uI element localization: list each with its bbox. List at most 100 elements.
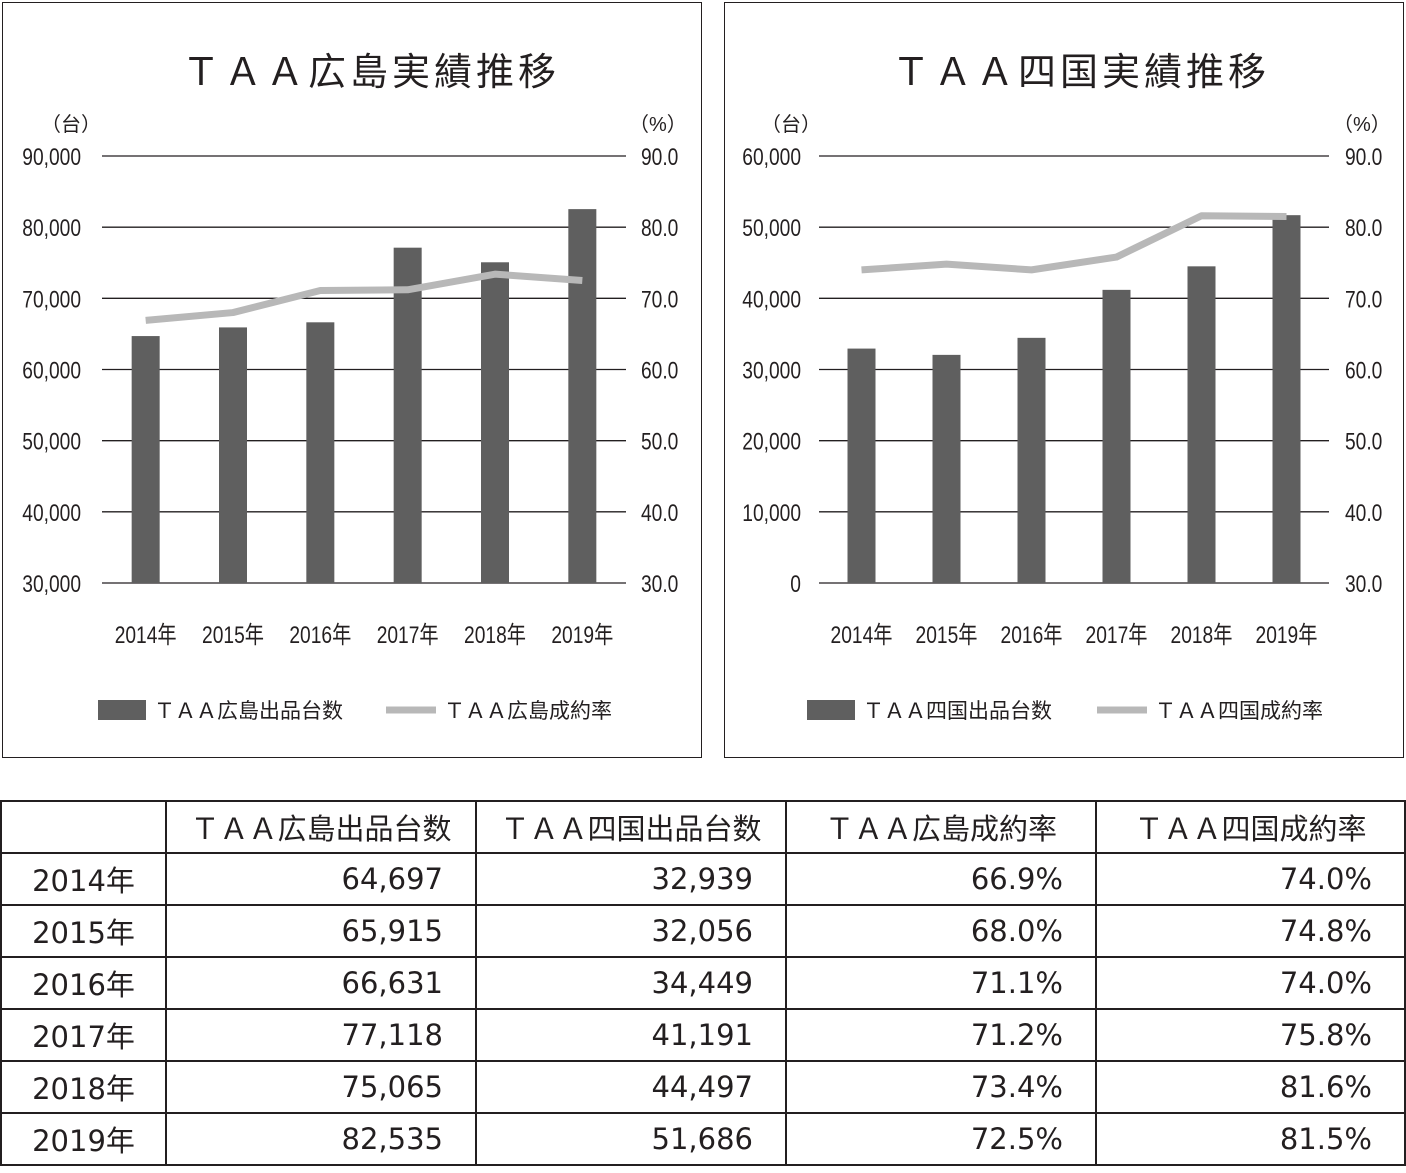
value-cell: 65,915 — [165, 904, 477, 958]
year-cell: 2019年 — [0, 1112, 167, 1166]
bar — [1102, 289, 1131, 583]
bar — [131, 336, 160, 583]
x-tick-label: 2015年 — [202, 621, 264, 649]
left-tick-label: 60,000 — [22, 356, 81, 384]
right-tick-label: 70.0 — [641, 285, 678, 313]
x-tick-label: 2014年 — [115, 621, 177, 649]
value-cell: 51,686 — [475, 1112, 787, 1166]
left-tick-label: 50,000 — [742, 214, 801, 242]
value-cell: 81.6% — [1095, 1060, 1406, 1114]
x-tick-label: 2016年 — [1001, 621, 1063, 649]
left-tick-label: 90,000 — [22, 143, 81, 171]
left-tick-label: 0 — [790, 570, 801, 598]
value-cell: 74.8% — [1095, 904, 1406, 958]
year-cell: 2018年 — [0, 1060, 167, 1114]
value-cell: 32,939 — [475, 852, 787, 906]
left-tick-label: 60,000 — [742, 143, 801, 171]
value-cell: 73.4% — [785, 1060, 1097, 1114]
left-tick-label: 50,000 — [22, 428, 81, 456]
bar — [219, 327, 247, 583]
left-tick-label: 70,000 — [22, 285, 81, 313]
table-header-row: ＴＡＡ広島出品台数 ＴＡＡ四国出品台数 ＴＡＡ広島成約率 ＴＡＡ四国成約率 — [0, 800, 1406, 854]
data-table: ＴＡＡ広島出品台数 ＴＡＡ四国出品台数 ＴＡＡ広島成約率 ＴＡＡ四国成約率 20… — [0, 800, 1406, 1166]
value-cell: 68.0% — [785, 904, 1097, 958]
bar — [1272, 215, 1301, 583]
x-tick-label: 2016年 — [289, 621, 351, 649]
right-tick-label: 30.0 — [641, 570, 678, 598]
bar — [1187, 266, 1216, 583]
x-tick-label: 2015年 — [916, 621, 978, 649]
x-tick-label: 2014年 — [831, 621, 893, 649]
left-tick-label: 40,000 — [742, 285, 801, 313]
value-cell: 82,535 — [165, 1112, 477, 1166]
chart-svg: ＴＡＡ四国実績推移 （台） （%） 0 30.0 10,000 40.0 20,000 50.0… — [742, 52, 1390, 723]
table-row: 2019年 82,535 51,686 72.5% 81.5% — [0, 1112, 1406, 1166]
value-cell: 77,118 — [165, 1008, 477, 1062]
legend-bar-swatch — [807, 700, 855, 720]
year-cell: 2016年 — [0, 956, 167, 1010]
right-tick-label: 80.0 — [641, 214, 678, 242]
header-cell — [0, 800, 167, 854]
value-cell: 72.5% — [785, 1112, 1097, 1166]
value-cell: 34,449 — [475, 956, 787, 1010]
header-cell: ＴＡＡ広島出品台数 — [165, 800, 477, 854]
x-tick-label: 2018年 — [464, 621, 526, 649]
right-tick-label: 60.0 — [641, 356, 678, 384]
value-cell: 44,497 — [475, 1060, 787, 1114]
legend-line-label: ＴＡＡ広島成約率 — [444, 700, 612, 723]
left-tick-label: 10,000 — [742, 499, 801, 527]
bar — [481, 262, 509, 583]
shikoku-chart: ＴＡＡ四国実績推移 （台） （%） 0 30.0 10,000 40.0 20,000 50.0… — [724, 2, 1404, 758]
bar — [1017, 337, 1046, 583]
bar — [847, 348, 876, 583]
hiroshima-chart: ＴＡＡ広島実績推移 （台） （%） 30,000 30.0 40,000 40.0 50,00… — [2, 2, 702, 758]
left-tick-label: 30,000 — [22, 570, 81, 598]
year-cell: 2014年 — [0, 852, 167, 906]
right-tick-label: 30.0 — [1345, 570, 1382, 598]
right-tick-label: 60.0 — [1345, 356, 1382, 384]
right-tick-label: 50.0 — [641, 428, 678, 456]
left-tick-label: 20,000 — [742, 428, 801, 456]
value-cell: 75.8% — [1095, 1008, 1406, 1062]
right-tick-label: 40.0 — [641, 499, 678, 527]
left-tick-label: 40,000 — [22, 499, 81, 527]
right-tick-label: 40.0 — [1345, 499, 1382, 527]
right-tick-label: 90.0 — [641, 143, 678, 171]
rate-line — [145, 270, 583, 324]
value-cell: 66.9% — [785, 852, 1097, 906]
value-cell: 71.1% — [785, 956, 1097, 1010]
value-cell: 75,065 — [165, 1060, 477, 1114]
bar — [932, 354, 961, 583]
legend-line-label: ＴＡＡ四国成約率 — [1155, 700, 1323, 723]
table-row: 2015年 65,915 32,056 68.0% 74.8% — [0, 904, 1406, 958]
value-cell: 81.5% — [1095, 1112, 1406, 1166]
legend-bar-swatch — [98, 700, 146, 720]
year-cell: 2017年 — [0, 1008, 167, 1062]
bar — [568, 209, 597, 583]
bar — [393, 247, 422, 584]
legend-bar-label: ＴＡＡ広島出品台数 — [154, 700, 343, 723]
left-tick-label: 30,000 — [742, 356, 801, 384]
x-tick-label: 2017年 — [377, 621, 439, 649]
value-cell: 41,191 — [475, 1008, 787, 1062]
right-axis-unit: （%） — [629, 113, 687, 136]
left-tick-label: 80,000 — [22, 214, 81, 242]
x-tick-label: 2017年 — [1086, 621, 1148, 649]
value-cell: 32,056 — [475, 904, 787, 958]
right-tick-label: 50.0 — [1345, 428, 1382, 456]
header-cell: ＴＡＡ四国出品台数 — [475, 800, 787, 854]
value-cell: 71.2% — [785, 1008, 1097, 1062]
value-cell: 74.0% — [1095, 852, 1406, 906]
chart-title: ＴＡＡ広島実績推移 — [182, 52, 560, 94]
right-tick-label: 80.0 — [1345, 214, 1382, 242]
right-tick-label: 90.0 — [1345, 143, 1382, 171]
header-cell: ＴＡＡ広島成約率 — [785, 800, 1097, 854]
right-tick-label: 70.0 — [1345, 285, 1382, 313]
table-row: 2016年 66,631 34,449 71.1% 74.0% — [0, 956, 1406, 1010]
x-tick-label: 2019年 — [551, 621, 613, 649]
chart-title: ＴＡＡ四国実績推移 — [892, 52, 1270, 94]
value-cell: 66,631 — [165, 956, 477, 1010]
table-row: 2018年 75,065 44,497 73.4% 81.6% — [0, 1060, 1406, 1114]
chart-svg: ＴＡＡ広島実績推移 （台） （%） 30,000 30.0 40,000 40.0 50,00… — [22, 52, 687, 723]
year-cell: 2015年 — [0, 904, 167, 958]
